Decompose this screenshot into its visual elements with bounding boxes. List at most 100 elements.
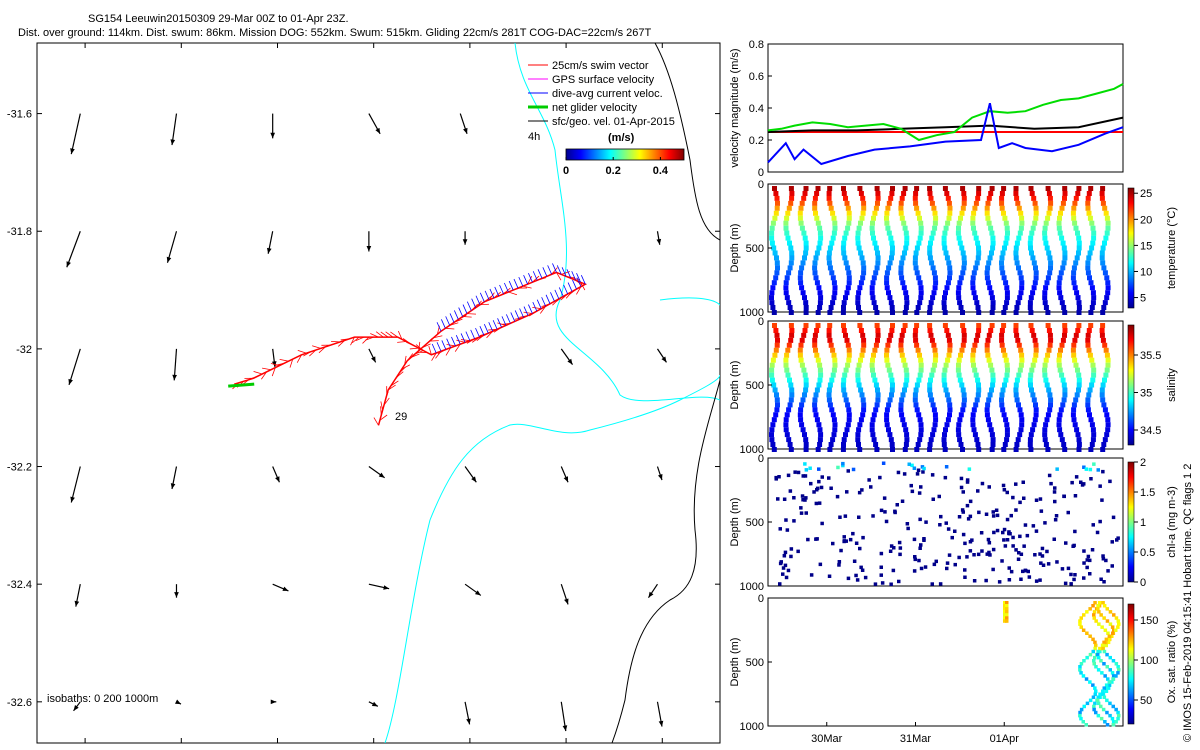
- dac-vector: [458, 307, 464, 317]
- profile-sample: [918, 357, 924, 363]
- oxygen-sample: [1108, 655, 1112, 660]
- chlorophyll-sample: [1073, 529, 1077, 534]
- profile-sample: [913, 328, 919, 333]
- profile-sample: [787, 442, 793, 447]
- dac-vector: [479, 292, 485, 302]
- swim-vector: [488, 328, 498, 331]
- chlorophyll-sample: [1092, 462, 1096, 466]
- profile-sample: [1047, 270, 1053, 276]
- chlorophyll-sample: [1016, 557, 1021, 561]
- profile-sample: [1091, 367, 1097, 373]
- profile-sample: [845, 342, 851, 348]
- oxygen-sample: [1102, 695, 1107, 699]
- chlorophyll-sample: [924, 520, 928, 524]
- profile-sample: [1075, 328, 1081, 333]
- profile-sample: [961, 195, 967, 201]
- surface-vector-head: [378, 472, 385, 478]
- profile-sample: [986, 332, 992, 338]
- profile-sample: [901, 357, 907, 363]
- chlorophyll-sample: [1011, 535, 1015, 540]
- profile-sample: [1103, 347, 1109, 353]
- profile-sample: [1018, 210, 1024, 216]
- chlorophyll-sample: [1088, 467, 1093, 472]
- profile-sample: [912, 392, 918, 398]
- chlorophyll-sample: [1002, 527, 1007, 532]
- speed-colorbar-ticks: 0 0.2 0.4: [563, 157, 669, 177]
- profile-sample: [1101, 265, 1107, 271]
- profile-sample: [772, 387, 778, 393]
- profile-sample: [770, 422, 776, 428]
- dac-vector: [528, 273, 533, 283]
- swim-vector: [471, 336, 480, 343]
- profile-sample: [770, 285, 776, 291]
- chlorophyll-sample: [1066, 566, 1071, 571]
- chlorophyll-sample: [851, 531, 855, 536]
- profile-sample: [990, 235, 996, 241]
- profile-sample: [888, 300, 894, 306]
- profile-sample: [841, 300, 847, 306]
- profile-sample: [861, 337, 867, 343]
- profile-sample: [772, 323, 777, 328]
- swim-vector: [519, 315, 529, 318]
- surface-vector-head: [174, 592, 179, 598]
- profile-sample: [831, 432, 837, 438]
- chlorophyll-sample: [907, 462, 911, 466]
- profile-sample: [917, 417, 923, 423]
- profile-sample: [1043, 285, 1049, 291]
- dac-vector: [523, 306, 529, 316]
- profile-sample: [870, 357, 875, 363]
- profile-sample: [1046, 328, 1052, 333]
- profile-sample: [961, 392, 967, 398]
- oxygen-sample: [1096, 604, 1100, 608]
- salinity-ylabel: Depth (m): [729, 361, 741, 410]
- profile-sample: [1057, 352, 1062, 358]
- profile-sample: [826, 387, 832, 393]
- chlorophyll-sample: [931, 497, 935, 501]
- oxygen-sample: [1114, 616, 1119, 620]
- profile-sample: [769, 235, 775, 241]
- profile-sample: [860, 275, 866, 281]
- chlorophyll-sample: [1053, 486, 1057, 490]
- temperature-profile-layer: [769, 186, 1111, 315]
- oxygen-sample: [1106, 686, 1111, 690]
- profile-sample: [915, 442, 921, 447]
- profile-sample: [999, 328, 1005, 333]
- chlorophyll-sample: [800, 494, 805, 498]
- profile-sample: [1061, 260, 1067, 266]
- profile-sample: [855, 432, 861, 438]
- chlorophyll-sample: [966, 517, 971, 521]
- chlorophyll-sample: [1116, 536, 1120, 540]
- y-tick-label: 0: [758, 453, 764, 465]
- dac-vector: [528, 304, 533, 314]
- chlorophyll-sample: [897, 540, 902, 545]
- profile-sample: [943, 250, 949, 256]
- profile-sample: [874, 447, 880, 452]
- profile-sample: [1071, 342, 1077, 348]
- chlorophyll-sample: [842, 535, 846, 539]
- swim-vector: [350, 336, 355, 346]
- oxygen-sample: [1094, 619, 1098, 623]
- profile-sample: [1104, 215, 1110, 221]
- surface-vector-head: [648, 591, 654, 598]
- colorbar-tick-label: 5: [1140, 293, 1146, 305]
- profile-sample: [773, 275, 779, 281]
- chlorophyll-sample: [1060, 567, 1065, 571]
- profile-sample: [802, 295, 807, 301]
- profile-sample: [989, 323, 995, 328]
- profile-sample: [802, 392, 807, 398]
- profile-sample: [1105, 417, 1111, 423]
- profile-sample: [861, 265, 867, 271]
- colorbar-tick-label: 20: [1140, 214, 1152, 226]
- oxygen-sample: [1082, 704, 1086, 709]
- profile-sample: [1042, 427, 1048, 433]
- swim-vector: [409, 347, 419, 350]
- profile-sample: [971, 210, 977, 216]
- profile-sample: [869, 362, 875, 368]
- speed-colorbar-tick-label: 0.2: [606, 165, 621, 177]
- oxygen-sample: [1101, 689, 1105, 693]
- y-tick-label: 500: [746, 380, 764, 392]
- dac-vector: [453, 310, 459, 320]
- chlorophyll-sample: [896, 470, 901, 475]
- dac-vector: [523, 275, 528, 285]
- profile-sample: [885, 205, 891, 211]
